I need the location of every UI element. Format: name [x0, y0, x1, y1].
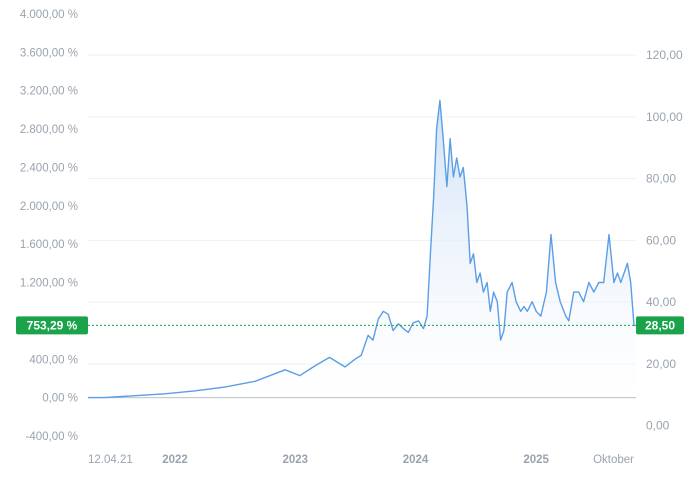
series-line[interactable]: [88, 99, 636, 399]
right-tick-label: 0,00: [646, 419, 670, 433]
left-tick-label: 2.400,00 %: [20, 162, 78, 174]
left-tick-label: 2.800,00 %: [20, 124, 78, 136]
x-axis: 12.04.21 2022 2023 2024 2025 Oktober: [88, 454, 634, 466]
x-tick-label: Oktober: [593, 454, 634, 466]
left-tick-label: 2.000,00 %: [20, 201, 78, 213]
x-tick-label: 2023: [282, 454, 308, 466]
current-percent-badge: 753,29 %: [16, 316, 88, 335]
right-tick-label: 120,00: [646, 48, 683, 62]
left-tick-label: -400,00 %: [26, 431, 78, 443]
left-tick-label: 3.200,00 %: [20, 86, 78, 98]
left-tick-label: 0,00 %: [42, 393, 78, 405]
right-tick-label: 80,00: [646, 172, 676, 186]
left-tick-label: 1.600,00 %: [20, 239, 78, 251]
x-tick-label: 12.04.21: [88, 454, 133, 466]
current-price-badge: 28,50: [636, 316, 684, 335]
right-tick-label: 20,00: [646, 357, 676, 371]
x-tick-label: 2024: [403, 454, 429, 466]
current-percent-label: 753,29 %: [27, 318, 78, 332]
left-axis: 4.000,00 % 3.600,00 % 3.200,00 % 2.800,00 %…: [20, 9, 78, 443]
left-tick-label: 400,00 %: [29, 354, 78, 366]
right-tick-label: 60,00: [646, 233, 676, 247]
right-axis: 120,00 100,00 80,00 60,00 40,00 20,00 0,00: [646, 48, 683, 433]
left-tick-label: 1.200,00 %: [20, 278, 78, 290]
right-tick-label: 40,00: [646, 295, 676, 309]
right-tick-label: 100,00: [646, 110, 683, 124]
left-tick-label: 4.000,00 %: [20, 9, 78, 21]
current-price-label: 28,50: [645, 318, 675, 332]
x-tick-label: 2022: [162, 454, 188, 466]
x-tick-label: 2025: [523, 454, 549, 466]
left-tick-label: 3.600,00 %: [20, 47, 78, 59]
